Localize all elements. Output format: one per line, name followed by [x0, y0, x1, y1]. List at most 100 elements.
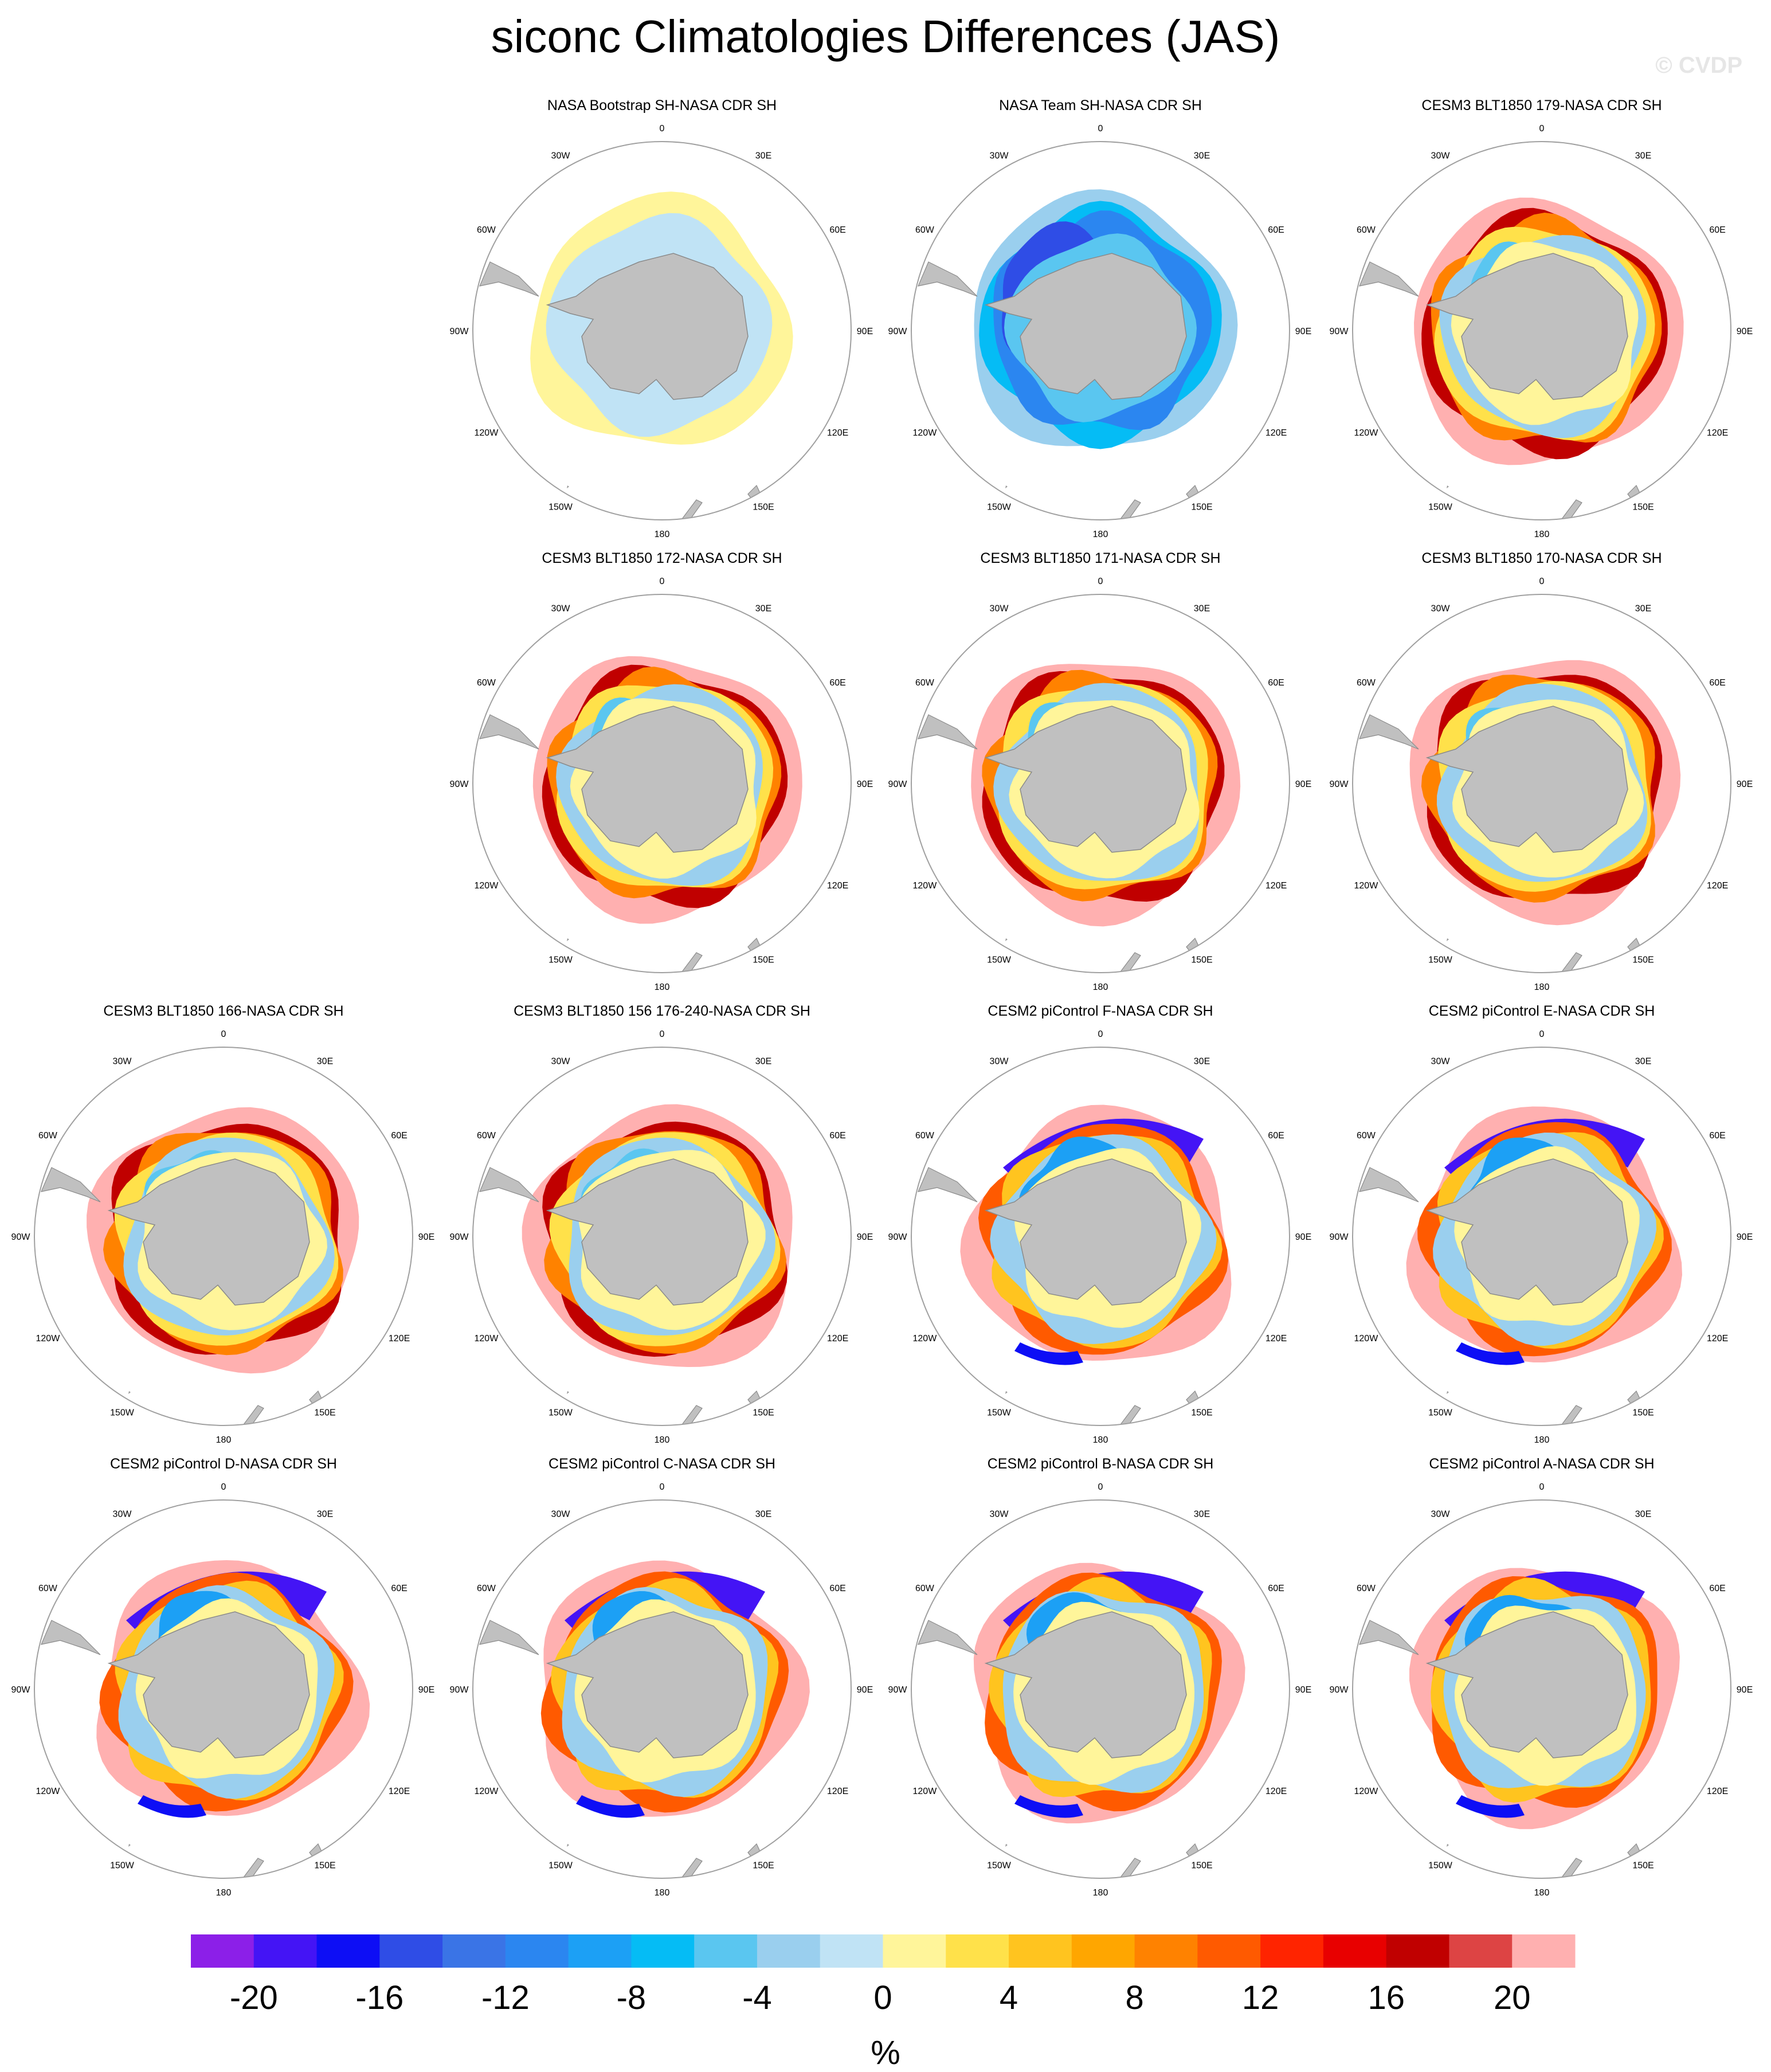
map-boundary — [1352, 1047, 1731, 1426]
longitude-label: 30E — [1194, 1509, 1210, 1519]
map-panel: CESM2 piControl D-NASA CDR SH 0 30E 60E 90E 1… — [11, 1456, 436, 1897]
map-boundary — [472, 1499, 852, 1879]
longitude-label: 150W — [548, 1861, 573, 1871]
colorbar-swatch — [379, 1934, 443, 1968]
longitude-label: 120W — [1354, 1334, 1379, 1344]
island-mark — [567, 938, 569, 941]
map-panel: CESM2 piControl C-NASA CDR SH 0 30E 60E 90E 1… — [450, 1456, 874, 1897]
island-mark — [1005, 938, 1008, 941]
map-boundary — [472, 594, 852, 973]
longitude-label: 90W — [11, 1685, 30, 1695]
colorbar-swatch — [316, 1934, 380, 1968]
colorbar-swatch — [1323, 1934, 1387, 1968]
longitude-label: 150E — [314, 1861, 335, 1871]
longitude-label: 30E — [755, 1056, 771, 1066]
antarctica-landmass — [546, 253, 749, 400]
longitude-label: 180 — [1093, 530, 1108, 539]
longitude-label: 150E — [753, 955, 774, 965]
polar-map: 0 30E 60E 90E 120E 150E 180 150W 120W 90W 60W 30W — [450, 1029, 873, 1444]
longitude-label: 150W — [987, 955, 1012, 965]
longitude-label: 90E — [857, 1685, 873, 1695]
polar-map: 0 30E 60E 90E 120E 150E 180 150W 120W 90W 60W 30W — [450, 1482, 873, 1897]
longitude-label: 150E — [1191, 1408, 1212, 1418]
longitude-label: 180 — [1534, 982, 1550, 992]
south-america-landmass — [917, 261, 978, 297]
longitude-label: 30E — [1635, 1056, 1651, 1066]
longitude-label: 0 — [660, 124, 665, 134]
island-mark — [1005, 485, 1008, 488]
panel-title: NASA Team SH-NASA CDR SH — [999, 97, 1202, 113]
antarctica-landmass — [984, 253, 1187, 400]
map-panel: CESM3 BLT1850 172-NASA CDR SH 0 30E 60E 90E 1… — [450, 550, 874, 992]
longitude-label: 150W — [1428, 955, 1453, 965]
map-boundary — [911, 1047, 1290, 1426]
longitude-label: 120W — [475, 428, 499, 438]
island-mark — [567, 485, 569, 488]
longitude-label: 60E — [829, 1584, 845, 1593]
map-panel: CESM2 piControl B-NASA CDR SH 0 30E 60E 90E 1… — [888, 1456, 1312, 1897]
longitude-label: 120E — [389, 1787, 410, 1796]
panel-title: CESM3 BLT1850 171-NASA CDR SH — [980, 550, 1221, 566]
colorbar-swatch — [505, 1934, 569, 1968]
longitude-label: 90E — [1737, 1232, 1753, 1242]
polar-map: 0 30E 60E 90E 120E 150E 180 150W 120W 90W 60W 30W — [888, 577, 1311, 992]
panel-title: CESM3 BLT1850 172-NASA CDR SH — [542, 550, 782, 566]
longitude-label: 30E — [755, 604, 771, 613]
longitude-label: 150E — [1632, 1408, 1654, 1418]
longitude-label: 150E — [753, 1861, 774, 1871]
longitude-label: 30W — [1431, 604, 1451, 613]
panel-title: CESM3 BLT1850 170-NASA CDR SH — [1421, 550, 1662, 566]
south-america-landmass — [917, 714, 978, 750]
new-zealand-landmass — [1116, 1405, 1141, 1425]
longitude-label: 60W — [915, 1131, 935, 1141]
colorbar-swatch — [820, 1934, 883, 1968]
south-america-landmass — [1358, 714, 1419, 750]
longitude-label: 150W — [987, 1861, 1012, 1871]
south-america-landmass — [479, 1620, 539, 1655]
antarctica-landmass — [546, 1158, 749, 1306]
new-zealand-landmass — [1558, 1405, 1582, 1425]
map-boundary — [1352, 141, 1731, 520]
longitude-label: 90E — [1737, 327, 1753, 336]
panel-title: CESM2 piControl E-NASA CDR SH — [1428, 1003, 1655, 1019]
longitude-label: 0 — [1539, 1029, 1545, 1039]
longitude-label: 90W — [11, 1232, 30, 1242]
longitude-label: 60E — [1709, 1131, 1725, 1141]
longitude-label: 90E — [857, 780, 873, 789]
map-boundary — [911, 594, 1290, 973]
longitude-label: 0 — [221, 1029, 226, 1039]
colorbar-swatch — [1197, 1934, 1261, 1968]
longitude-label: 90E — [857, 327, 873, 336]
longitude-label: 30E — [1635, 151, 1651, 160]
colorbar-tick-label: 12 — [1242, 1979, 1279, 2016]
panel-title: CESM3 BLT1850 156 176-240-NASA CDR SH — [514, 1003, 810, 1019]
longitude-label: 120E — [1265, 428, 1287, 438]
new-zealand-landmass — [1558, 952, 1582, 973]
longitude-label: 90E — [1295, 1232, 1311, 1242]
longitude-label: 120W — [475, 1787, 499, 1796]
longitude-label: 90E — [1737, 1685, 1753, 1695]
antarctica-landmass — [984, 1158, 1187, 1306]
longitude-label: 60W — [915, 1584, 935, 1593]
island-mark — [1447, 1844, 1449, 1847]
island-mark — [1447, 1391, 1449, 1394]
colorbar-swatch — [1512, 1934, 1576, 1968]
colorbar-swatch — [1449, 1934, 1513, 1968]
polar-map: 0 30E 60E 90E 120E 150E 180 150W 120W 90W 60W 30W — [1330, 1482, 1753, 1897]
longitude-label: 90W — [888, 780, 907, 789]
longitude-label: 120E — [1707, 428, 1728, 438]
map-boundary — [911, 1499, 1290, 1879]
longitude-label: 90E — [1737, 780, 1753, 789]
island-mark — [128, 1391, 131, 1394]
antarctica-landmass — [546, 1611, 749, 1758]
longitude-label: 30W — [551, 1056, 571, 1066]
longitude-label: 120W — [36, 1334, 61, 1344]
longitude-label: 150W — [1428, 503, 1453, 512]
longitude-label: 90W — [450, 1685, 469, 1695]
longitude-label: 120E — [1707, 1787, 1728, 1796]
longitude-label: 150E — [1632, 955, 1654, 965]
polar-map: 0 30E 60E 90E 120E 150E 180 150W 120W 90W 60W 30W — [11, 1029, 434, 1444]
south-america-landmass — [479, 1167, 539, 1203]
longitude-label: 180 — [216, 1888, 232, 1897]
colorbar-tick-label: -12 — [481, 1979, 530, 2016]
